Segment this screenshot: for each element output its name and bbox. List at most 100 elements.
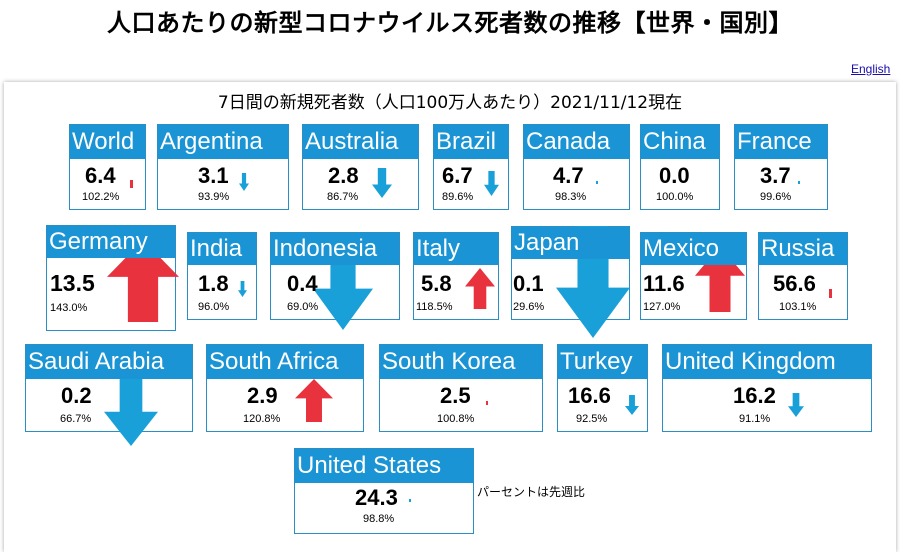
country-name: Turkey xyxy=(558,345,647,379)
country-name: Mexico xyxy=(641,233,746,265)
down-arrow-icon xyxy=(483,171,499,196)
death-rate-value: 16.6 xyxy=(568,383,611,408)
week-over-week-pct: 103.1% xyxy=(779,301,817,313)
week-over-week-pct: 127.0% xyxy=(643,301,681,313)
arrow-shape xyxy=(788,393,804,417)
arrow-shape xyxy=(295,379,333,422)
week-over-week-pct: 100.0% xyxy=(656,191,694,203)
death-rate-value: 3.7 xyxy=(760,163,791,188)
death-rate-value: 13.5 xyxy=(50,270,95,296)
death-rate-value: 0.0 xyxy=(659,163,690,188)
death-rate-value: 16.2 xyxy=(733,383,776,408)
death-rate-value: 11.6 xyxy=(643,271,685,296)
week-over-week-pct: 120.8% xyxy=(243,413,281,425)
country-name: South Africa xyxy=(207,345,363,379)
country-name: United States xyxy=(295,449,473,483)
page-title: 人口あたりの新型コロナウイルス死者数の推移【世界・国別】 xyxy=(107,9,793,37)
week-over-week-pct: 69.0% xyxy=(287,301,319,313)
death-rate-value: 2.8 xyxy=(328,163,359,188)
arrow-shape xyxy=(798,181,800,184)
country-name: Saudi Arabia xyxy=(26,345,192,379)
country-tile-brazil: Brazil 6.7 89.6% xyxy=(433,124,509,210)
country-tile-russia: Russia 56.6 103.1% xyxy=(758,232,848,320)
arrow-shape xyxy=(625,395,639,415)
down-arrow-icon xyxy=(625,395,639,415)
arrow-shape xyxy=(486,401,488,405)
death-rate-value: 5.8 xyxy=(421,271,452,296)
week-over-week-pct: 86.7% xyxy=(327,191,359,203)
week-over-week-pct: 91.1% xyxy=(739,413,771,425)
arrow-shape xyxy=(465,268,495,309)
country-tile-world: World 6.4 102.2% xyxy=(69,124,146,210)
death-rate-value: 4.7 xyxy=(553,163,584,188)
down-arrow-icon xyxy=(409,499,411,502)
down-arrow-icon xyxy=(313,238,373,330)
country-tile-australia: Australia 2.8 86.7% xyxy=(302,124,419,210)
down-arrow-icon xyxy=(596,181,598,184)
country-name: China xyxy=(641,125,719,159)
up-arrow-icon xyxy=(828,289,832,298)
up-arrow-icon xyxy=(465,268,495,309)
week-over-week-pct: 98.8% xyxy=(363,513,395,525)
arrow-shape xyxy=(828,289,832,298)
arrow-shape xyxy=(409,499,411,502)
chart-title: 7日間の新規死者数（人口100万人あたり）2021/11/12現在 xyxy=(217,93,683,113)
arrow-shape xyxy=(129,180,133,188)
down-arrow-icon xyxy=(104,370,158,446)
down-arrow-icon xyxy=(239,173,249,191)
country-name: Argentina xyxy=(158,125,288,159)
country-name: Italy xyxy=(414,233,498,265)
week-over-week-pct: 98.3% xyxy=(555,191,587,203)
country-tile-india: India 1.8 96.0% xyxy=(187,232,257,320)
up-arrow-icon xyxy=(107,240,179,322)
death-rate-value: 2.9 xyxy=(247,383,278,408)
down-arrow-icon xyxy=(788,393,804,417)
country-name: United Kingdom xyxy=(663,345,871,379)
country-tile-turkey: Turkey 16.6 92.5% xyxy=(557,344,648,432)
death-rate-value: 1.8 xyxy=(198,271,229,296)
arrow-shape xyxy=(483,171,499,196)
country-name: Canada xyxy=(524,125,629,159)
arrow-shape xyxy=(596,181,598,184)
country-tile-south-korea: South Korea 2.5 100.8% xyxy=(379,344,543,432)
country-tile-united-states: United States 24.3 98.8% xyxy=(294,448,474,534)
country-name: Brazil xyxy=(434,125,508,159)
down-arrow-icon xyxy=(372,168,392,198)
country-tile-france: France 3.7 99.6% xyxy=(734,124,828,210)
footnote: パーセントは先週比 xyxy=(477,485,586,499)
week-over-week-pct: 93.9% xyxy=(198,191,230,203)
country-tile-indonesia: Indonesia 0.4 69.0% xyxy=(270,232,400,320)
country-name: South Korea xyxy=(380,345,542,379)
week-over-week-pct: 99.6% xyxy=(760,191,792,203)
country-name: Germany xyxy=(47,226,175,258)
death-rate-value: 0.4 xyxy=(287,271,318,296)
down-arrow-icon xyxy=(798,181,800,184)
country-name: Russia xyxy=(759,233,847,265)
arrow-shape xyxy=(104,370,158,446)
country-name: Japan xyxy=(512,227,629,259)
week-over-week-pct: 66.7% xyxy=(60,413,92,425)
week-over-week-pct: 100.8% xyxy=(437,413,475,425)
week-over-week-pct: 143.0% xyxy=(50,302,88,314)
arrow-shape xyxy=(237,281,247,297)
country-tile-canada: Canada 4.7 98.3% xyxy=(523,124,630,210)
week-over-week-pct: 29.6% xyxy=(513,301,545,313)
week-over-week-pct: 96.0% xyxy=(198,301,230,313)
english-link[interactable]: English xyxy=(851,62,891,76)
death-rate-value: 0.1 xyxy=(513,271,544,296)
up-arrow-icon xyxy=(295,379,333,422)
week-over-week-pct: 102.2% xyxy=(82,191,120,203)
arrow-shape xyxy=(372,168,392,198)
week-over-week-pct: 89.6% xyxy=(442,191,474,203)
death-rate-value: 56.6 xyxy=(773,271,816,296)
country-tile-argentina: Argentina 3.1 93.9% xyxy=(157,124,289,210)
down-arrow-icon xyxy=(556,226,630,338)
country-name: France xyxy=(735,125,827,159)
country-name: Indonesia xyxy=(271,233,399,265)
arrow-shape xyxy=(313,238,373,330)
country-name: World xyxy=(70,125,145,159)
country-tile-united-kingdom: United Kingdom 16.2 91.1% xyxy=(662,344,872,432)
up-arrow-icon xyxy=(486,401,488,405)
week-over-week-pct: 118.5% xyxy=(416,301,453,313)
death-rate-value: 6.7 xyxy=(442,163,473,188)
